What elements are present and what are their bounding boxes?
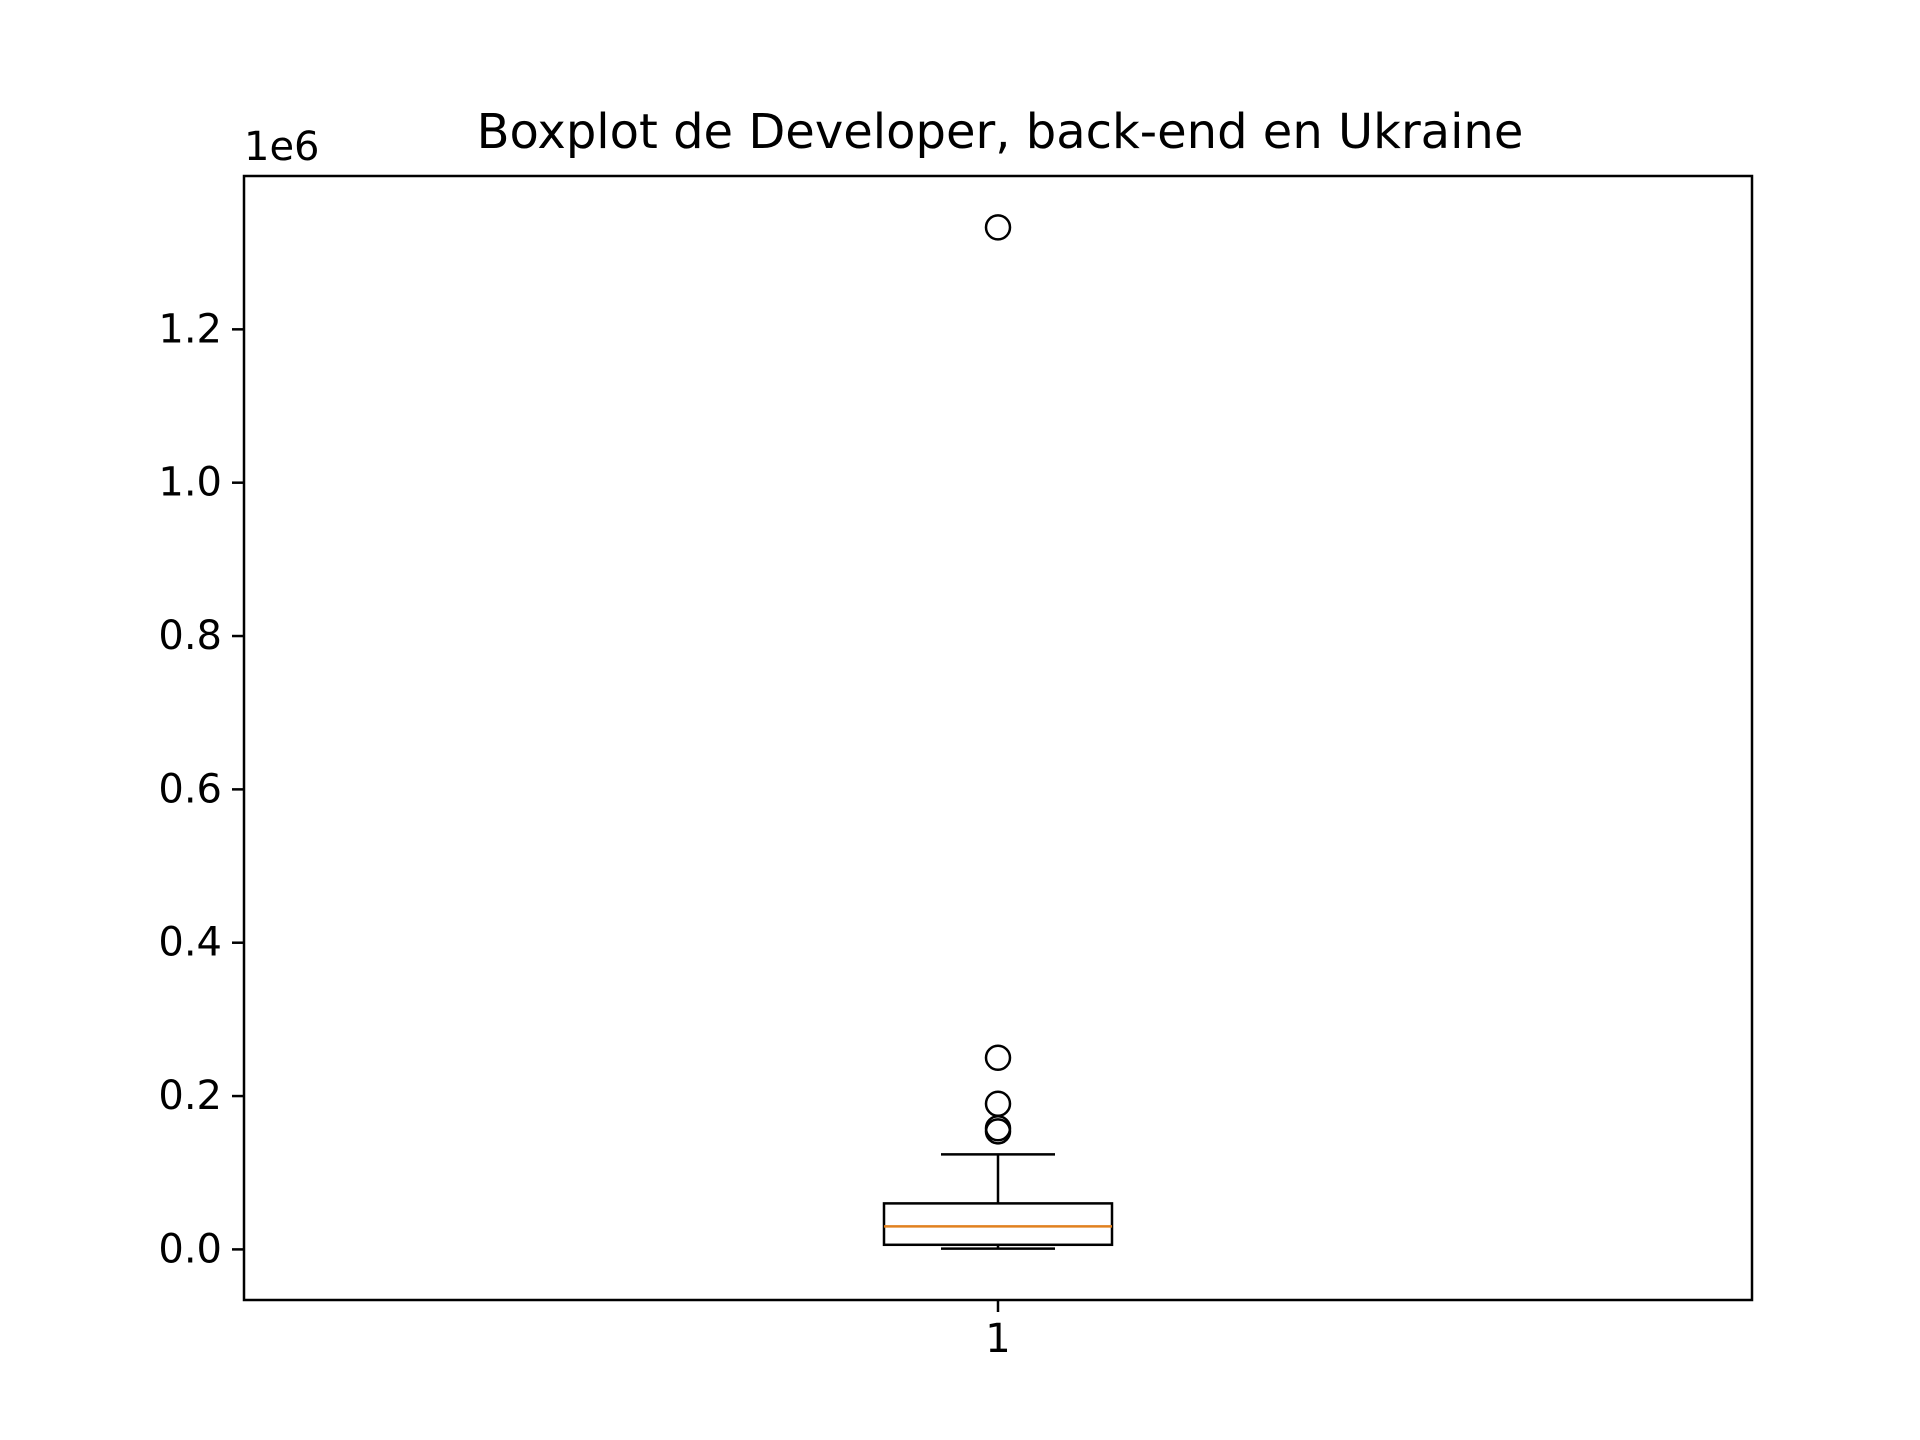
box-series — [882, 214, 1114, 1250]
outlier-point — [984, 214, 1012, 241]
y-tick-label: 0.8 — [158, 613, 222, 659]
plot-frame — [242, 174, 1754, 1302]
chart-title: Boxplot de Developer, back-end en Ukrain… — [477, 104, 1524, 160]
y-tick-label: 0.2 — [158, 1073, 222, 1119]
outlier-point — [984, 1044, 1012, 1071]
y-tick-label: 0.0 — [158, 1226, 222, 1272]
x-tick-label: 1 — [985, 1316, 1010, 1362]
y-tick-label: 1.2 — [158, 306, 222, 352]
outlier-point — [984, 1090, 1012, 1117]
y-axis: 0.0 0.2 0.4 0.6 0.8 1.0 1.2 — [158, 306, 244, 1272]
y-tick-label: 1.0 — [158, 460, 222, 506]
y-tick-label: 0.6 — [158, 766, 222, 812]
y-axis-offset-label: 1e6 — [244, 124, 320, 170]
y-tick-label: 0.4 — [158, 920, 222, 966]
x-axis: 1 — [985, 1300, 1011, 1362]
iqr-box — [882, 1202, 1114, 1247]
